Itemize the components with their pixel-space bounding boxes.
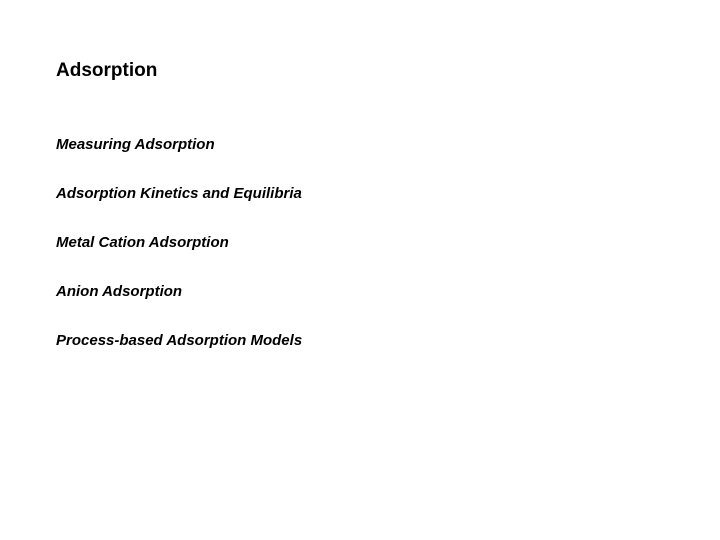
subtopic-item: Adsorption Kinetics and Equilibria [56,185,720,202]
subtopic-item: Anion Adsorption [56,283,720,300]
page-title: Adsorption [56,60,720,82]
subtopic-item: Process-based Adsorption Models [56,332,720,349]
subtopic-item: Metal Cation Adsorption [56,234,720,251]
subtopic-item: Measuring Adsorption [56,136,720,153]
